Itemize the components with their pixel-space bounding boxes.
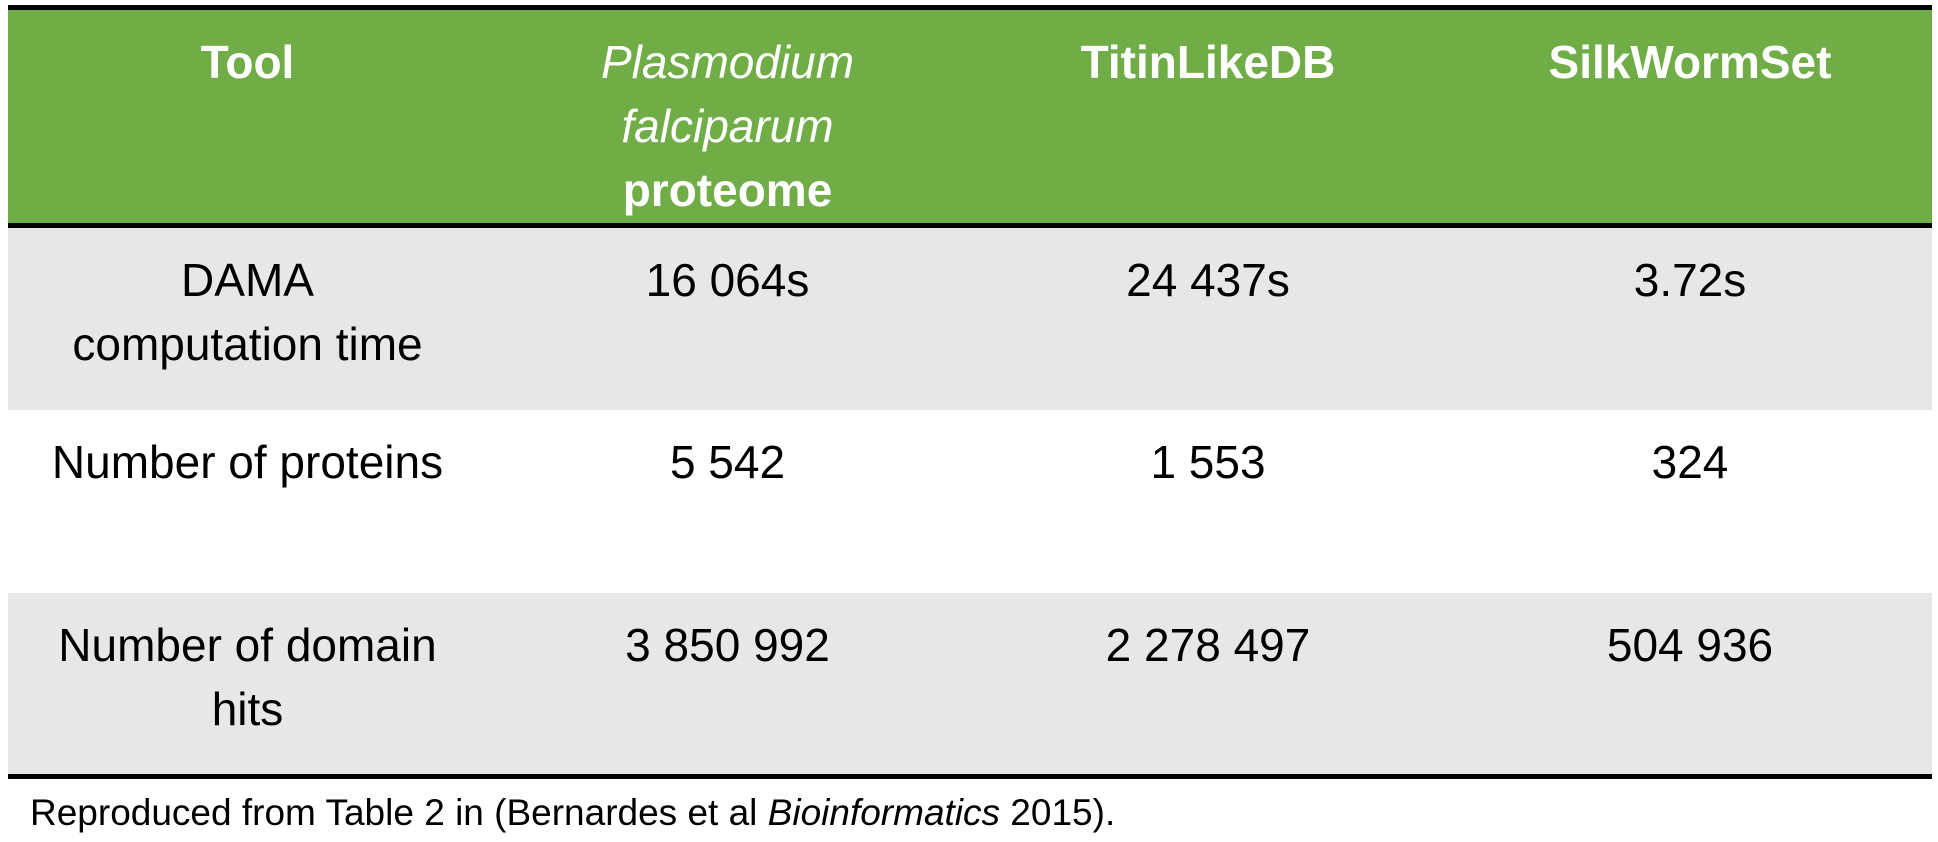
header-row: Tool Plasmodium falciparum proteome Titi… <box>8 7 1932 226</box>
tool-comparison-table: Tool Plasmodium falciparum proteome Titi… <box>8 5 1932 779</box>
row-label-line2: computation time <box>72 318 423 370</box>
cell-titinlikedb: 2 278 497 <box>1105 618 1311 671</box>
cell-silkwormset: 3.72s <box>1633 254 1747 306</box>
table-row: Number of proteins 5 542 1 553 324 <box>8 409 1932 593</box>
cell-plasmodium: 16 064s <box>645 254 810 306</box>
row-label: Number of proteins <box>8 410 487 593</box>
row-label-line1: Number of proteins <box>51 435 444 488</box>
cell-plasmodium: 3 850 992 <box>625 618 830 671</box>
header-titinlikedb: TitinLikeDB <box>1080 36 1336 88</box>
cell-silkwormset: 504 936 <box>1606 618 1774 671</box>
row-label-line2: hits <box>211 682 284 735</box>
row-label: Number of domain hits <box>8 593 487 777</box>
row-label: DAMA computation time <box>8 226 487 410</box>
row-label-line1: DAMA <box>181 254 314 306</box>
table-caption: Reproduced from Table 2 in (Bernardes et… <box>8 789 1932 837</box>
header-plasmodium-line3: proteome <box>622 164 833 216</box>
caption-prefix: Reproduced from Table 2 in (Bernardes et… <box>30 792 768 833</box>
cell-titinlikedb: 1 553 <box>1150 435 1266 488</box>
header-silkwormset: SilkWormSet <box>1548 36 1832 88</box>
row-label-line1: Number of domain <box>58 618 437 671</box>
header-tool: Tool <box>200 36 295 88</box>
header-plasmodium-line1: Plasmodium <box>600 36 855 88</box>
caption-suffix: 2015). <box>1000 792 1116 833</box>
cell-titinlikedb: 24 437s <box>1126 254 1290 306</box>
cell-silkwormset: 324 <box>1651 435 1729 488</box>
caption-journal: Bioinformatics <box>767 792 1001 833</box>
header-plasmodium: Plasmodium falciparum proteome <box>487 8 968 226</box>
comparison-table-wrapper: Tool Plasmodium falciparum proteome Titi… <box>8 5 1932 837</box>
table-row: Number of domain hits 3 850 992 2 278 49… <box>8 592 1932 777</box>
cell-plasmodium: 5 542 <box>669 435 786 488</box>
header-plasmodium-line2: falciparum <box>621 100 834 152</box>
table-row: DAMA computation time 16 064s 24 437s 3.… <box>8 225 1932 410</box>
